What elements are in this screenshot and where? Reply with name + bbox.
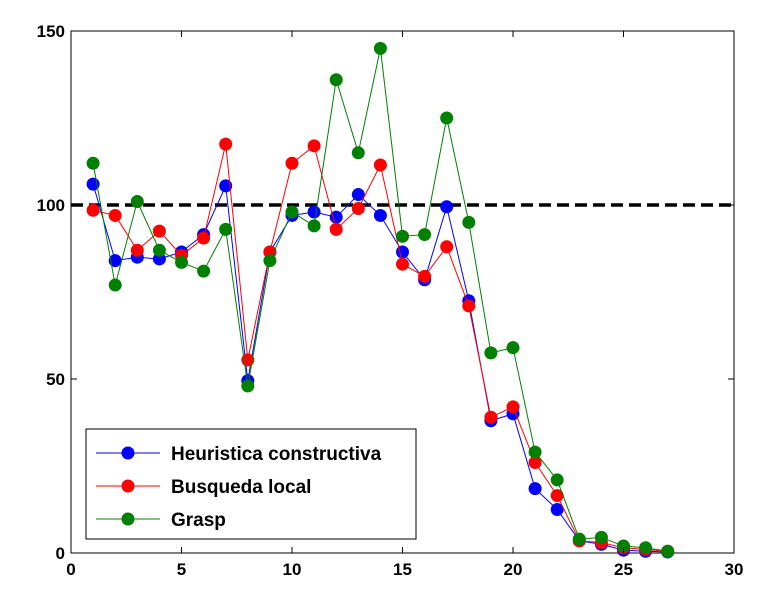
y-tick-label: 0 — [56, 544, 65, 563]
legend: Heuristica constructiva Busqueda local Gra… — [85, 428, 417, 540]
data-point — [86, 156, 100, 170]
ticks-layer: 0 5 10 15 20 25 30 0 50 100 150 — [37, 22, 744, 579]
data-point — [440, 240, 454, 254]
data-point — [86, 203, 100, 217]
data-point — [152, 243, 166, 257]
data-point — [396, 257, 409, 271]
data-point — [418, 228, 432, 242]
data-point — [219, 137, 233, 151]
legend-item: Grasp — [96, 510, 226, 531]
data-point — [307, 139, 321, 153]
data-point — [373, 158, 387, 172]
x-tick-label: 10 — [283, 560, 302, 579]
data-point — [219, 222, 233, 236]
series-layer — [86, 41, 675, 559]
x-tick-label: 20 — [504, 560, 523, 579]
series-1 — [86, 137, 675, 558]
data-point — [351, 188, 365, 202]
data-point — [506, 341, 520, 355]
legend-label: Busqueda local — [171, 477, 311, 498]
data-point — [108, 208, 122, 222]
legend-swatch-marker — [121, 479, 135, 493]
data-point — [175, 255, 188, 269]
data-point — [219, 179, 233, 193]
legend-label: Grasp — [171, 510, 226, 531]
legend-item: Busqueda local — [96, 477, 311, 498]
data-point — [241, 379, 255, 393]
data-point — [396, 245, 409, 259]
data-point — [440, 111, 454, 125]
data-point — [263, 254, 277, 268]
y-tick-label: 50 — [46, 370, 65, 389]
y-tick-label: 150 — [37, 22, 65, 41]
x-tick-label: 15 — [393, 560, 412, 579]
data-point — [108, 278, 122, 292]
y-tick-label: 100 — [37, 196, 65, 215]
legend-box — [85, 428, 417, 540]
data-point — [462, 215, 476, 229]
legend-swatch-marker — [121, 512, 135, 526]
data-point — [329, 222, 343, 236]
data-point — [418, 269, 432, 283]
x-tick-label: 25 — [614, 560, 633, 579]
data-point — [440, 200, 454, 214]
data-point — [462, 299, 476, 313]
legend-label: Heuristica constructiva — [171, 444, 382, 465]
data-point — [572, 532, 586, 546]
data-point — [351, 201, 365, 215]
data-point — [528, 482, 542, 496]
data-point — [484, 410, 498, 424]
data-point — [285, 156, 299, 170]
data-point — [307, 205, 321, 219]
data-point — [130, 195, 144, 209]
data-point — [639, 541, 653, 555]
legend-swatch-marker — [121, 446, 135, 460]
data-point — [550, 503, 564, 516]
x-tick-label: 30 — [725, 560, 744, 579]
legend-item: Heuristica constructiva — [96, 444, 382, 465]
data-point — [528, 445, 542, 459]
data-point — [373, 41, 387, 55]
data-point — [506, 400, 520, 414]
series-2 — [86, 41, 675, 558]
data-point — [130, 243, 144, 257]
data-point — [152, 224, 166, 238]
x-tick-label: 0 — [66, 560, 75, 579]
data-point — [661, 544, 675, 558]
data-point — [550, 473, 564, 487]
data-point — [285, 205, 299, 219]
data-point — [396, 229, 409, 243]
data-point — [594, 530, 608, 544]
data-point — [197, 231, 211, 245]
data-point — [329, 73, 343, 87]
data-point — [484, 346, 498, 360]
data-point — [197, 264, 211, 278]
x-tick-label: 5 — [177, 560, 186, 579]
data-point — [307, 219, 321, 233]
data-point — [373, 208, 387, 222]
data-point — [351, 146, 365, 160]
